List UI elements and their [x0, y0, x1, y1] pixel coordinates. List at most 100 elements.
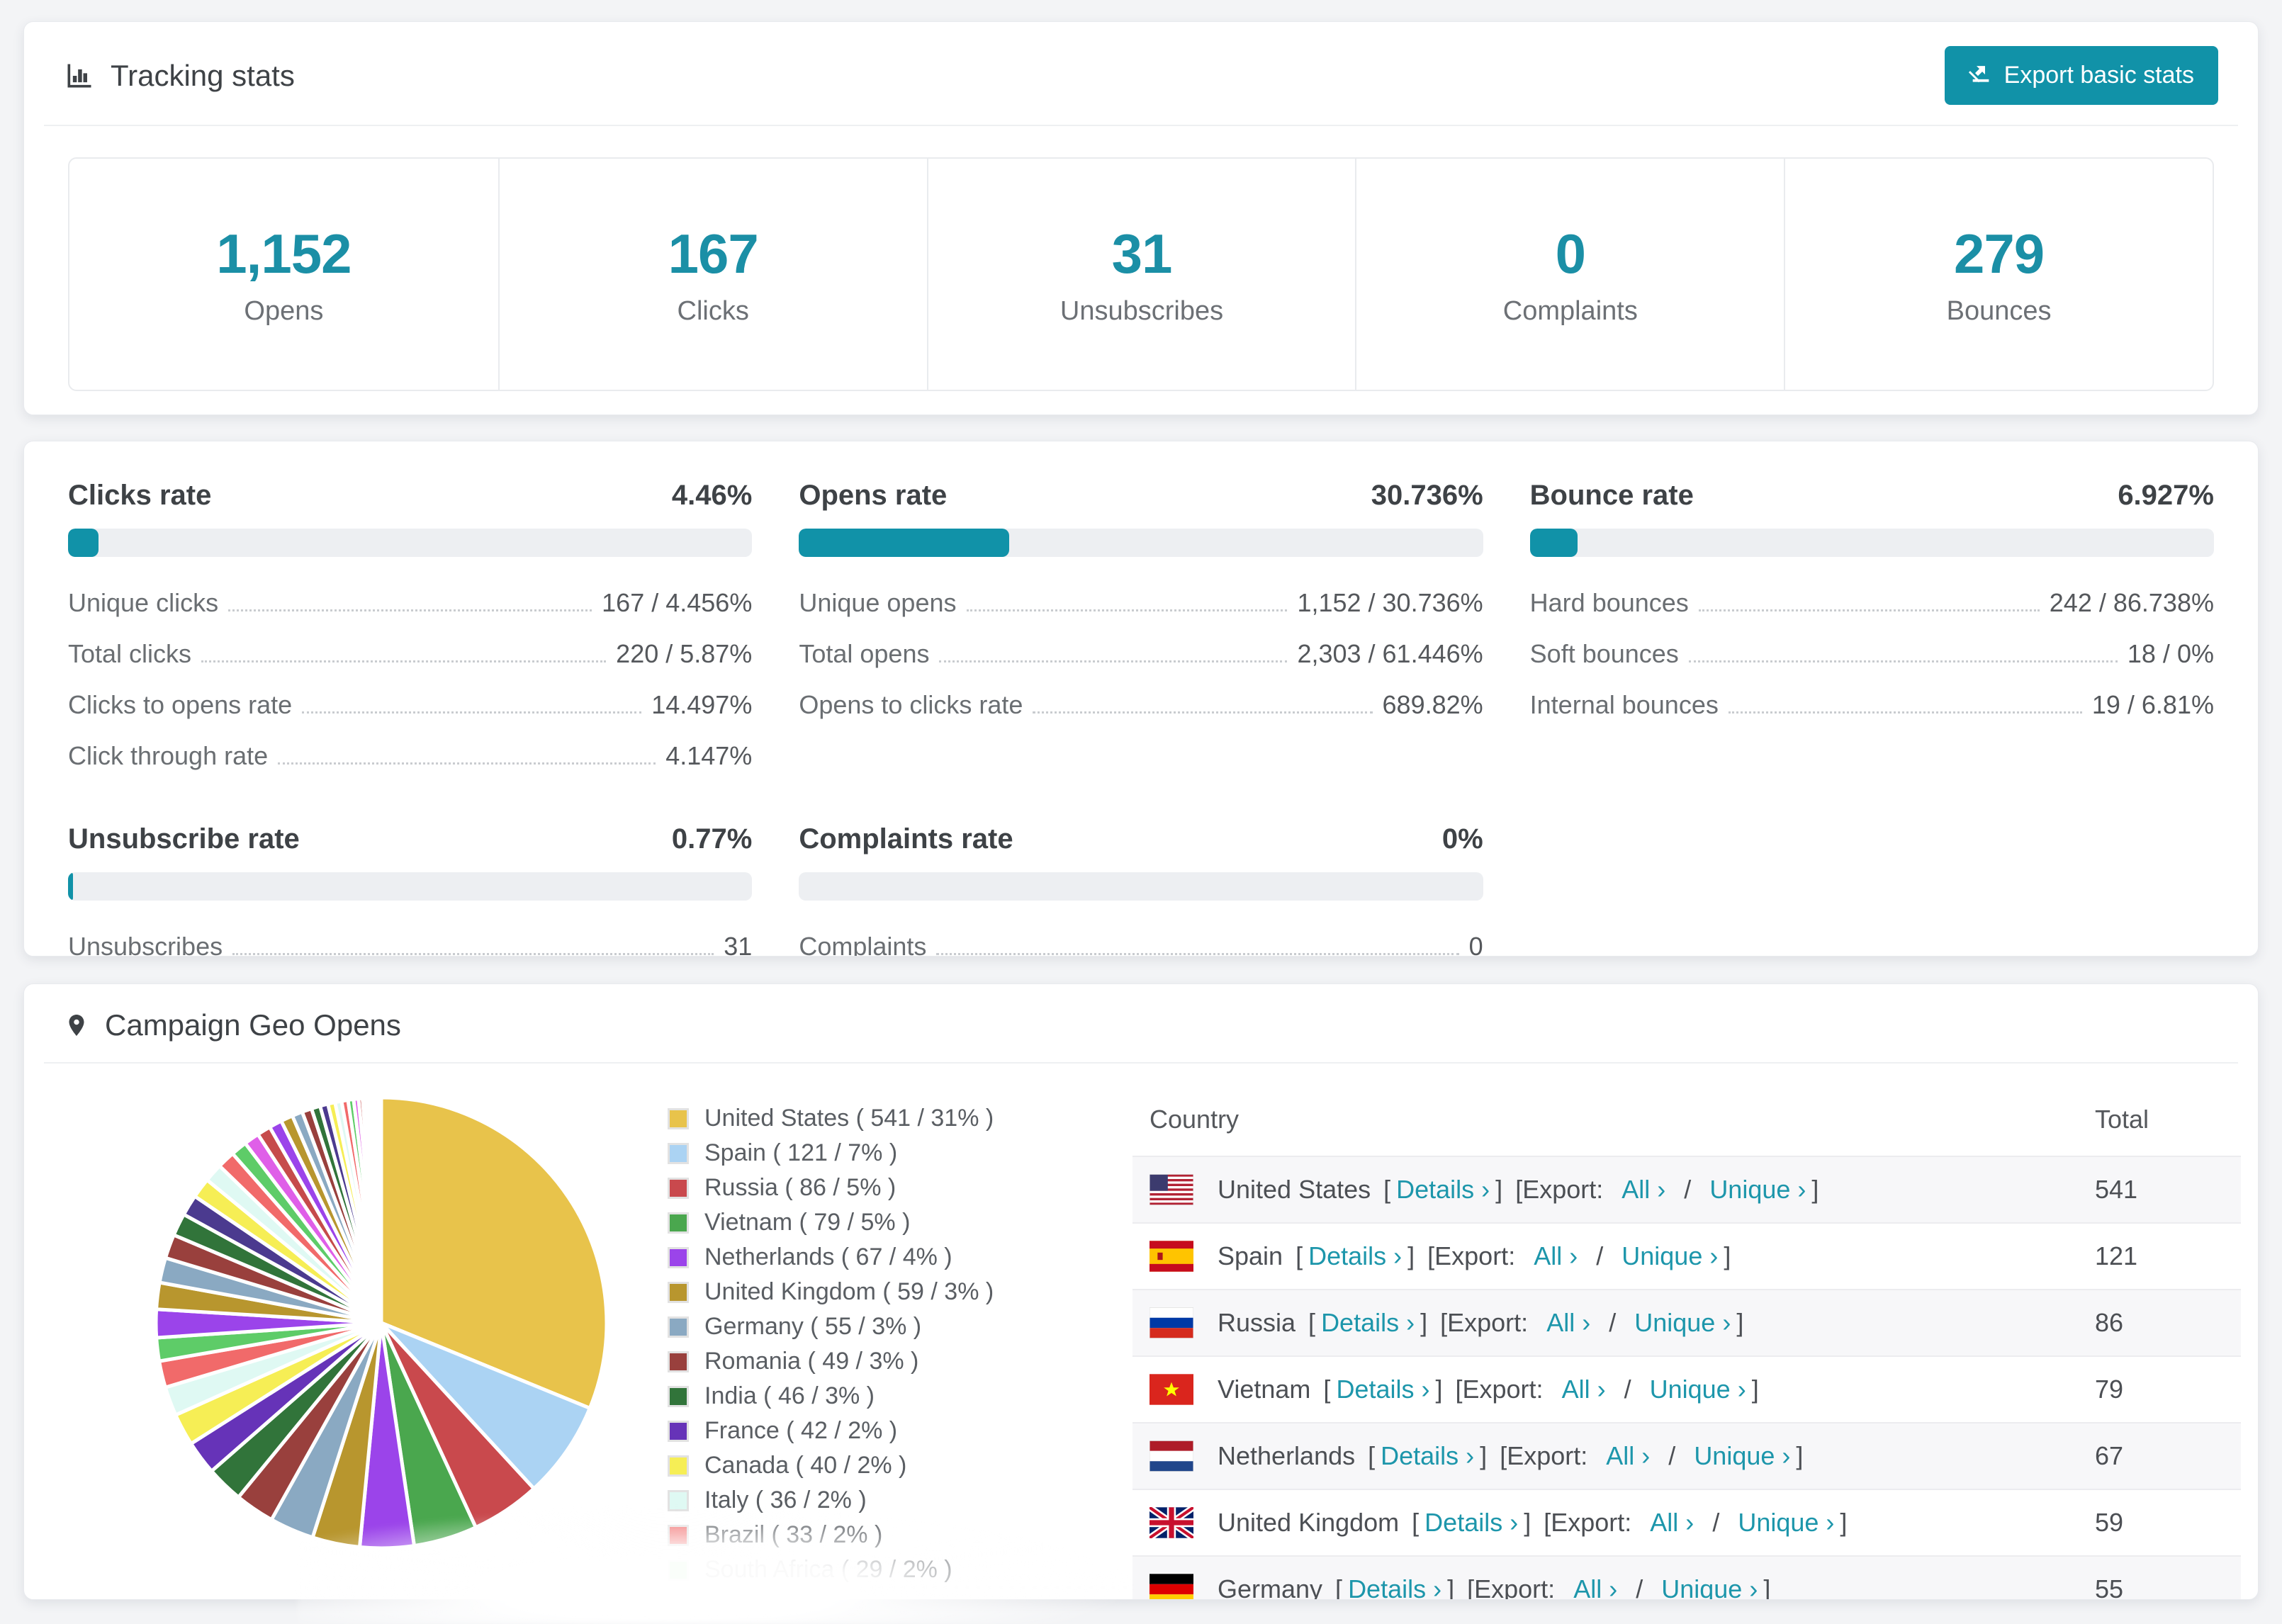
legend-color-swatch	[668, 1212, 689, 1234]
dotted-leader	[1688, 660, 2118, 662]
legend-color-swatch	[668, 1142, 689, 1164]
legend-item[interactable]: France ( 42 / 2% )	[668, 1417, 994, 1445]
legend-color-swatch	[668, 1281, 689, 1303]
geo-opens-card: Campaign Geo Opens United States ( 541 /…	[23, 983, 2259, 1600]
details-link[interactable]: Details ›	[1348, 1574, 1442, 1600]
unsubscribe-rate-bar	[68, 872, 753, 901]
export-all-link[interactable]: All ›	[1534, 1241, 1578, 1270]
pie-slice[interactable]	[379, 1095, 609, 1410]
export-unique-link[interactable]: Unique ›	[1709, 1175, 1806, 1204]
legend-item[interactable]: Brazil ( 33 / 2% )	[668, 1521, 994, 1549]
country-flag-icon	[1150, 1440, 1193, 1472]
details-link[interactable]: Details ›	[1336, 1375, 1430, 1404]
details-link[interactable]: Details ›	[1381, 1441, 1475, 1470]
export-unique-link[interactable]: Unique ›	[1621, 1241, 1719, 1270]
rate-detail-row: Hard bounces 242 / 86.738%	[1529, 588, 2214, 617]
header-divider	[44, 125, 2238, 126]
export-unique-link[interactable]: Unique ›	[1694, 1441, 1791, 1470]
rate-detail-row: Soft bounces 18 / 0%	[1529, 639, 2214, 668]
legend-color-swatch	[668, 1385, 689, 1407]
dotted-leader	[939, 660, 1288, 662]
country-total: 55	[2095, 1574, 2124, 1600]
export-all-link[interactable]: All ›	[1546, 1308, 1591, 1337]
export-all-link[interactable]: All ›	[1650, 1508, 1694, 1537]
rate-detail-row: Opens to clicks rate 689.82%	[799, 690, 1483, 719]
rates-card: Clicks rate 4.46% Unique clicks 167 / 4.…	[23, 441, 2259, 957]
export-unique-link[interactable]: Unique ›	[1661, 1574, 1758, 1600]
summary-opens: 1,152 Opens	[216, 222, 352, 326]
table-row: Germany [Details ›] [Export: All › / Uni…	[1132, 1556, 2241, 1600]
rate-detail-row: Total opens 2,303 / 61.446%	[799, 639, 1483, 668]
opens-rate-bar	[799, 529, 1483, 557]
geo-header-divider	[44, 1062, 2238, 1064]
dotted-leader	[1698, 609, 2040, 611]
details-link[interactable]: Details ›	[1424, 1508, 1519, 1537]
dotted-leader	[936, 953, 1459, 955]
rate-detail-row: Total clicks 220 / 5.87%	[68, 639, 753, 668]
export-all-link[interactable]: All ›	[1621, 1175, 1666, 1204]
pie-slice[interactable]	[379, 1321, 592, 1491]
country-flag-icon	[1150, 1307, 1193, 1338]
rate-detail-row: Click through rate 4.147%	[68, 741, 753, 770]
table-row: United Kingdom [Details ›] [Export: All …	[1132, 1489, 2241, 1556]
country-flag-icon	[1150, 1374, 1193, 1405]
legend-item[interactable]: Romania ( 49 / 3% )	[668, 1348, 994, 1375]
export-all-link[interactable]: All ›	[1606, 1441, 1651, 1470]
bounces-count: 279	[1954, 222, 2045, 285]
legend-color-swatch	[668, 1350, 689, 1372]
legend-item[interactable]: United States ( 541 / 31% )	[668, 1105, 994, 1132]
summary-unsubscribes: 31 Unsubscribes	[926, 159, 1356, 390]
summary-complaints: 0 Complaints	[1355, 159, 1784, 390]
legend-item[interactable]: Vietnam ( 79 / 5% )	[668, 1209, 994, 1236]
legend-item[interactable]: Canada ( 40 / 2% )	[668, 1452, 994, 1479]
legend-item[interactable]: Spain ( 121 / 7% )	[668, 1139, 994, 1167]
dotted-leader	[201, 660, 607, 662]
legend-color-swatch	[668, 1107, 689, 1129]
table-row: Spain [Details ›] [Export: All › / Uniqu…	[1132, 1223, 2241, 1290]
bounce-rate-section: Bounce rate 6.927% Hard bounces 242 / 86…	[1529, 480, 2214, 719]
country-total: 67	[2095, 1441, 2124, 1470]
details-link[interactable]: Details ›	[1321, 1308, 1415, 1337]
export-all-link[interactable]: All ›	[1561, 1375, 1606, 1404]
geo-opens-title: Campaign Geo Opens	[64, 1008, 401, 1042]
geo-country-table: Country Total United States [Details ›] …	[1132, 1083, 2241, 1600]
legend-item[interactable]: Italy ( 36 / 2% )	[668, 1487, 994, 1514]
country-flag-icon	[1150, 1574, 1193, 1599]
map-pin-icon	[64, 1010, 89, 1041]
export-basic-stats-button[interactable]: Export basic stats	[1944, 46, 2218, 105]
rate-detail-row: Unsubscribes 31	[68, 932, 753, 957]
country-flag-icon	[1150, 1507, 1193, 1538]
dotted-leader	[1728, 711, 2082, 714]
country-flag-icon	[1150, 1174, 1193, 1205]
summary-stats-box: 1,152 Opens 167 Clicks 31 Unsubscribes 0…	[68, 157, 2214, 391]
rate-detail-row: Unique clicks 167 / 4.456%	[68, 588, 753, 617]
country-flag-icon	[1150, 1241, 1193, 1272]
details-link[interactable]: Details ›	[1308, 1241, 1403, 1270]
country-total: 59	[2095, 1508, 2124, 1537]
export-unique-link[interactable]: Unique ›	[1649, 1375, 1746, 1404]
legend-item[interactable]: Russia ( 86 / 5% )	[668, 1174, 994, 1202]
legend-color-swatch	[668, 1420, 689, 1442]
export-all-link[interactable]: All ›	[1573, 1574, 1618, 1600]
geo-chart-area: United States ( 541 / 31% ) Spain ( 121 …	[69, 1083, 1132, 1599]
legend-color-swatch	[668, 1489, 689, 1511]
export-unique-link[interactable]: Unique ›	[1634, 1308, 1731, 1337]
dotted-leader	[278, 762, 656, 765]
legend-item[interactable]: South Africa ( 29 / 2% )	[668, 1556, 994, 1584]
legend-item[interactable]: Germany ( 55 / 3% )	[668, 1313, 994, 1341]
table-row: Russia [Details ›] [Export: All › / Uniq…	[1132, 1290, 2241, 1356]
opens-rate-section: Opens rate 30.736% Unique opens 1,152 / …	[799, 480, 1483, 719]
legend-item[interactable]: India ( 46 / 3% )	[668, 1382, 994, 1410]
dotted-leader	[1033, 711, 1373, 714]
table-row: Netherlands [Details ›] [Export: All › /…	[1132, 1423, 2241, 1489]
summary-bounces: 279 Bounces	[1784, 159, 2213, 390]
geo-pie-chart[interactable]	[147, 1089, 615, 1557]
bar-chart-icon	[64, 60, 95, 91]
details-link[interactable]: Details ›	[1396, 1175, 1490, 1204]
legend-item[interactable]: United Kingdom ( 59 / 3% )	[668, 1278, 994, 1306]
legend-item[interactable]: Netherlands ( 67 / 4% )	[668, 1244, 994, 1271]
clicks-rate-section: Clicks rate 4.46% Unique clicks 167 / 4.…	[68, 480, 753, 770]
complaints-count: 0	[1555, 222, 1586, 285]
export-unique-link[interactable]: Unique ›	[1738, 1508, 1835, 1537]
country-total: 86	[2095, 1308, 2124, 1337]
